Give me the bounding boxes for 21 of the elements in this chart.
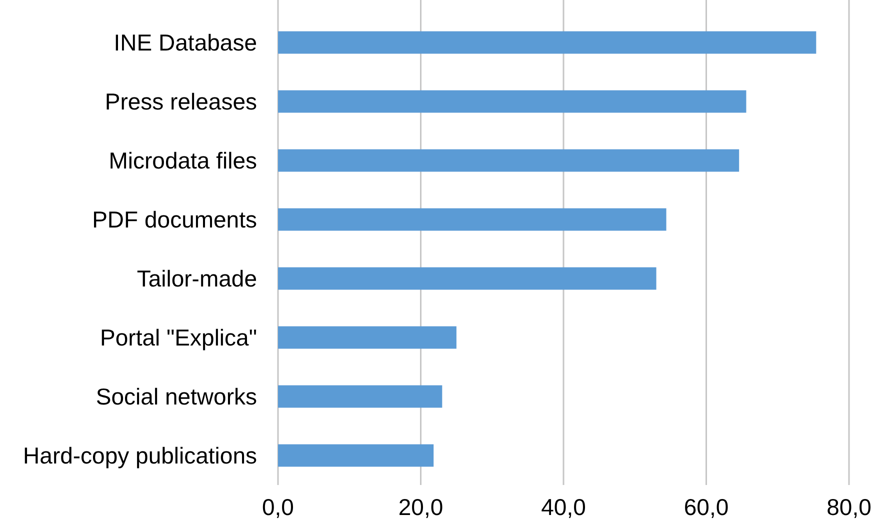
bar	[278, 326, 456, 349]
x-tick-label: 20,0	[398, 494, 444, 520]
y-tick-label: PDF documents	[92, 206, 257, 233]
x-tick-label: 60,0	[684, 494, 729, 520]
bar	[278, 385, 442, 408]
bar	[278, 149, 740, 172]
y-tick-label: Portal "Explica"	[100, 324, 257, 351]
y-tick-label: Hard-copy publications	[23, 442, 257, 469]
bar	[278, 444, 434, 467]
x-tick-label: 40,0	[541, 494, 586, 520]
y-tick-label: INE Database	[114, 30, 257, 56]
y-tick-label: Press releases	[104, 88, 257, 115]
bar	[278, 90, 746, 113]
y-tick-label: Tailor-made	[136, 266, 257, 292]
y-tick-label: Social networks	[96, 384, 257, 410]
bar	[278, 31, 816, 54]
x-tick-label: 80,0	[826, 494, 872, 520]
y-tick-label: Microdata files	[108, 148, 257, 174]
bar	[278, 267, 656, 290]
x-tick-label: 0,0	[262, 494, 294, 520]
bar	[278, 208, 666, 231]
